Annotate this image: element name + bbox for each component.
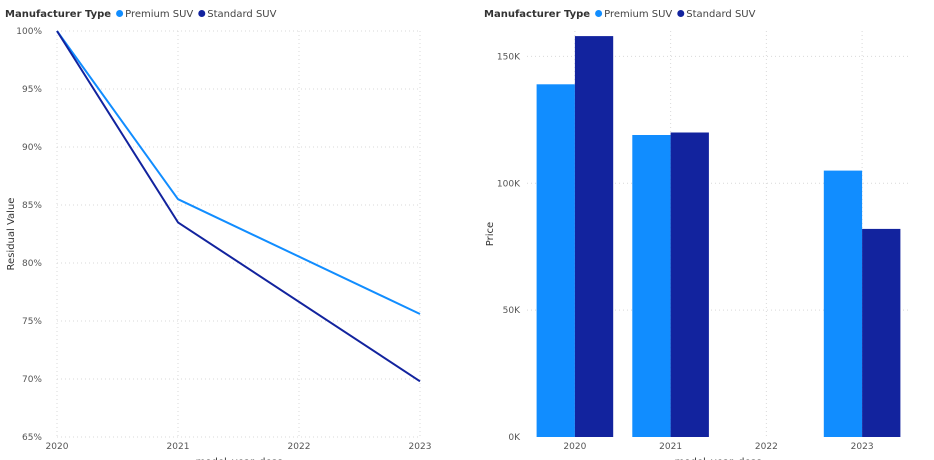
bar-premium-suv-2021[interactable] xyxy=(632,135,671,437)
y-tick-label: 70% xyxy=(22,375,42,385)
y-tick-label: 0K xyxy=(508,433,521,443)
legend-item-standard-suv[interactable]: Standard SUV xyxy=(677,9,756,20)
x-tick-label: 2022 xyxy=(755,442,778,452)
bar-standard-suv-2023[interactable] xyxy=(862,228,901,437)
y-axis-title: Price xyxy=(485,222,496,246)
y-tick-label: 50K xyxy=(503,306,521,316)
x-tick-label: 2022 xyxy=(288,442,311,452)
legend-label: Premium SUV xyxy=(604,9,672,20)
y-tick-label: 80% xyxy=(22,259,42,269)
legend-marker xyxy=(198,10,206,17)
legend-title: Manufacturer Type xyxy=(484,9,590,20)
x-axis-title: model_year_desc xyxy=(675,457,762,460)
bar-premium-suv-2020[interactable] xyxy=(536,84,575,438)
x-tick-label: 2023 xyxy=(851,442,874,452)
y-axis-title: Residual Value xyxy=(6,198,17,271)
bar-standard-suv-2020[interactable] xyxy=(574,36,614,437)
x-tick-label: 2020 xyxy=(46,442,69,452)
legend-line-chart: Manufacturer Type Premium SUV Standard SUV xyxy=(5,9,277,20)
legend-item-standard-suv[interactable]: Standard SUV xyxy=(198,9,277,20)
legend-marker xyxy=(116,10,124,17)
legend-title: Manufacturer Type xyxy=(5,9,111,20)
x-tick-label: 2021 xyxy=(167,442,190,452)
x-tick-label: 2020 xyxy=(563,442,586,452)
y-tick-label: 100% xyxy=(16,27,42,37)
line-chart: 100% 95% 90% 85% 80% 75% 70% 65% 2020 2021 2022 202… xyxy=(6,27,431,460)
y-tick-label: 65% xyxy=(22,433,42,443)
x-tick-label: 2021 xyxy=(659,442,682,452)
legend-label: Premium SUV xyxy=(125,9,193,20)
legend-label: Standard SUV xyxy=(686,9,755,20)
series-line-standard-suv[interactable] xyxy=(56,30,421,383)
y-tick-label: 85% xyxy=(22,201,42,211)
y-tick-label: 95% xyxy=(22,85,42,95)
y-tick-label: 150K xyxy=(497,52,521,62)
x-axis-title: model_year_desc xyxy=(196,457,283,460)
legend-marker xyxy=(677,10,685,17)
legend-item-premium-suv[interactable]: Premium SUV xyxy=(116,9,193,20)
bar-chart: 150K 100K 50K 0K 2020 2021 2022 2023 Price model_… xyxy=(485,31,910,460)
bar-premium-suv-2023[interactable] xyxy=(823,170,863,437)
legend-bar-chart: Manufacturer Type Premium SUV Standard SUV xyxy=(484,9,756,20)
series-line-premium-suv[interactable] xyxy=(56,30,421,315)
legend-item-premium-suv[interactable]: Premium SUV xyxy=(595,9,672,20)
y-tick-label: 75% xyxy=(22,317,42,327)
legend-label: Standard SUV xyxy=(207,9,276,20)
x-tick-label: 2023 xyxy=(409,442,432,452)
legend-marker xyxy=(595,10,603,17)
y-tick-label: 100K xyxy=(497,179,521,189)
bar-standard-suv-2021[interactable] xyxy=(670,132,709,438)
y-tick-label: 90% xyxy=(22,143,42,153)
